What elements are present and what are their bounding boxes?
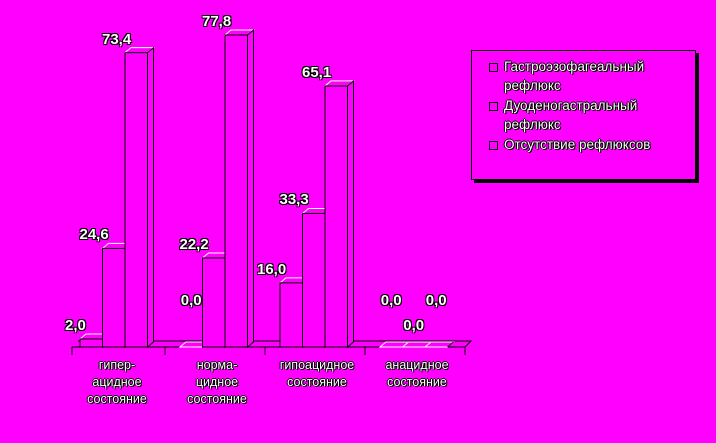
bar	[123, 46, 155, 349]
legend-entry: Дуоденогастральный рефлюкс	[486, 96, 689, 134]
x-tick-label: гипер- ацидное состояние	[87, 358, 147, 406]
legend: Гастроэзофагеальный рефлюкс Дуоденогастра…	[471, 50, 696, 180]
data-label: 0,0	[403, 317, 425, 334]
legend-label: Гастроэзофагеальный рефлюкс	[504, 59, 645, 93]
x-tick-label: анацидное состояние	[385, 358, 449, 389]
bar-side	[447, 341, 454, 348]
x-tick-label: норма- цидное состояние	[187, 358, 247, 406]
bar-front	[302, 212, 326, 348]
data-label: 24,6	[79, 226, 109, 244]
bar-front	[202, 257, 226, 348]
bar	[223, 28, 255, 349]
bar-side	[247, 28, 254, 349]
data-label: 0,0	[380, 292, 402, 309]
data-label: 73,4	[102, 30, 132, 48]
floor-outline	[72, 340, 473, 348]
data-label: 16,0	[257, 260, 287, 278]
data-label: 77,8	[202, 13, 232, 30]
legend-label: Дуоденогастральный рефлюкс	[504, 98, 638, 132]
data-label: 0,0	[425, 292, 447, 309]
bar-front	[124, 52, 148, 348]
floor	[71, 340, 473, 355]
bar-side	[347, 79, 354, 349]
data-label: 33,3	[279, 191, 309, 209]
data-label: 0,0	[180, 292, 202, 309]
legend-entry: Гастроэзофагеальный рефлюкс	[486, 57, 689, 95]
legend-entry: Отсутствие рефлюксов	[486, 135, 689, 154]
legend-label: Отсутствие рефлюксов	[504, 137, 651, 152]
bar-front	[102, 247, 126, 348]
data-label: 22,2	[179, 235, 209, 253]
bar-front	[79, 338, 103, 348]
bar	[423, 341, 455, 348]
legend-swatch	[489, 63, 498, 72]
bar-front	[279, 282, 303, 348]
bar-front	[224, 34, 248, 348]
legend-swatch	[489, 102, 498, 111]
legend-swatch	[489, 141, 498, 150]
data-label: 2,0	[65, 316, 86, 334]
bar	[323, 79, 355, 349]
data-label: 65,1	[302, 63, 332, 81]
bar-side	[147, 46, 154, 349]
bar-front	[324, 85, 348, 348]
x-tick-label: гипоацидное состояние	[279, 358, 355, 389]
